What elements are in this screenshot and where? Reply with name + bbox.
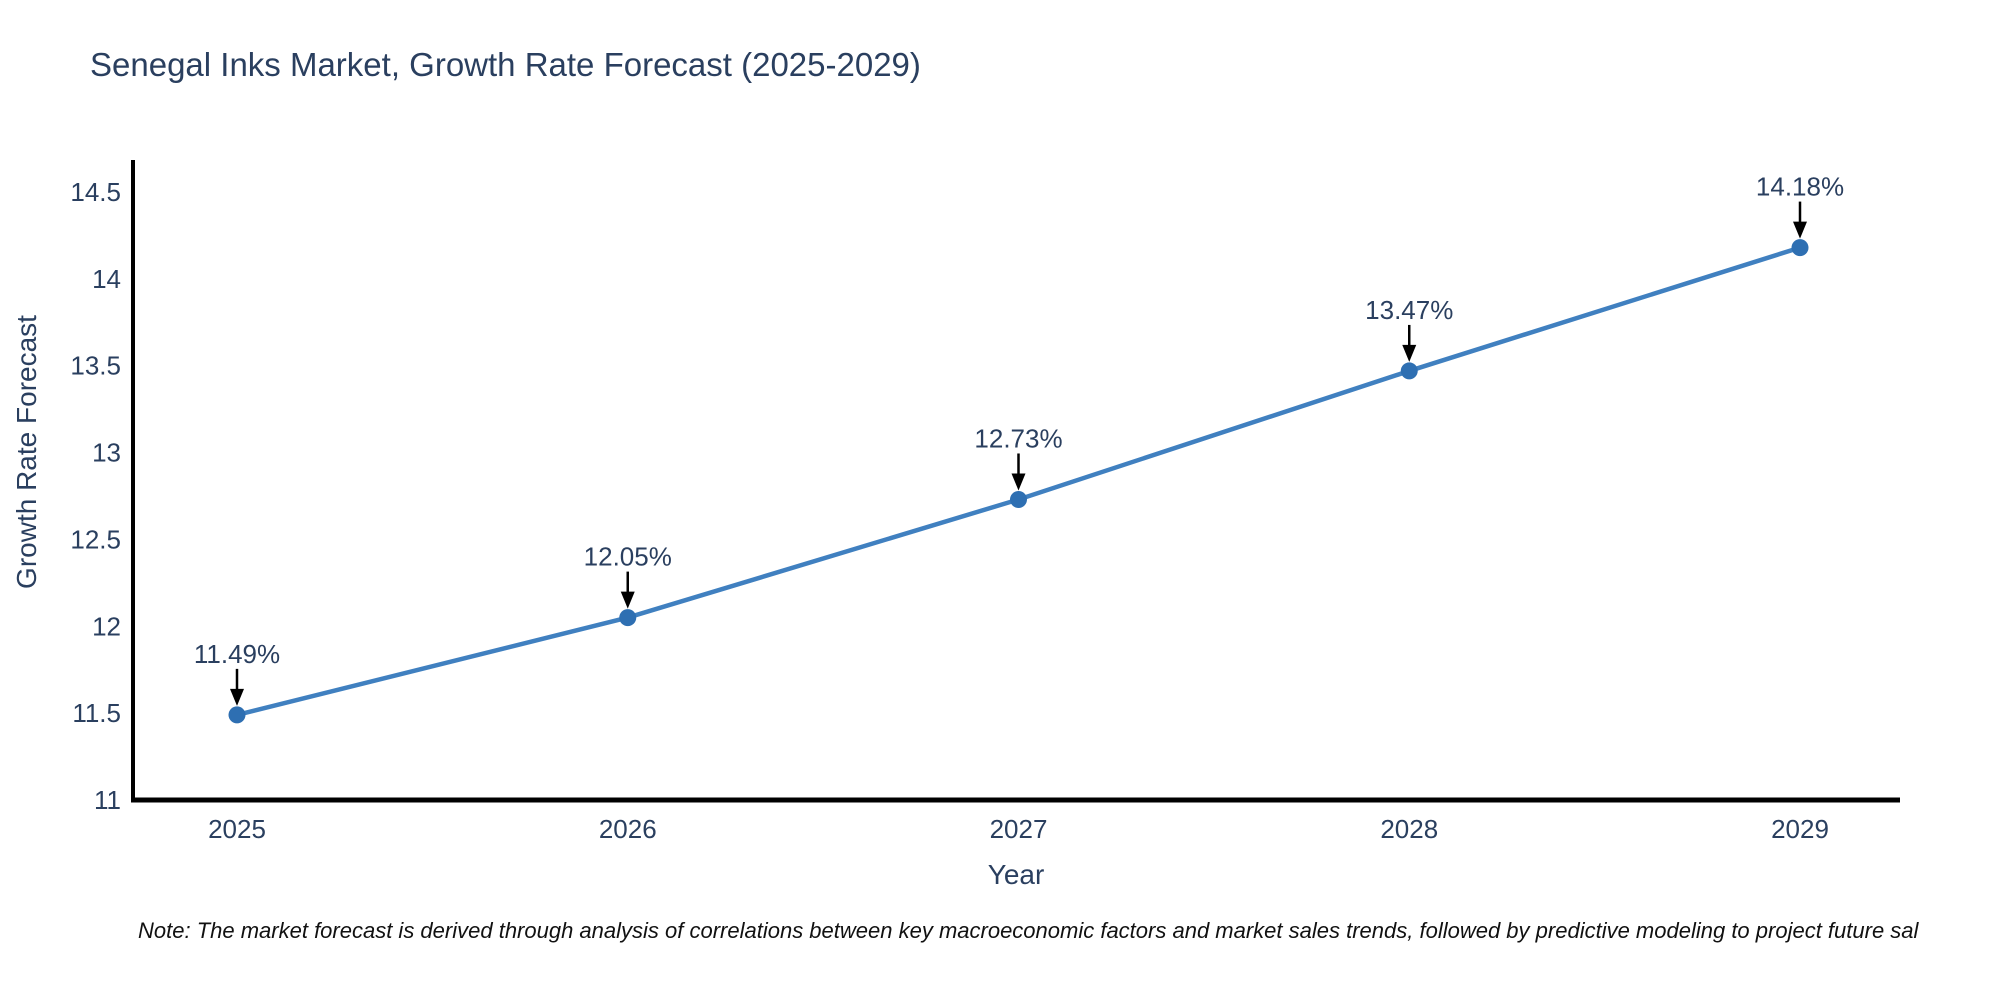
- x-tick-label: 2028: [1380, 814, 1438, 844]
- data-point-2029: [1791, 239, 1809, 257]
- y-tick-label: 11.5: [72, 698, 121, 728]
- y-tick-label: 12.5: [70, 524, 121, 554]
- x-tick-label: 2027: [990, 814, 1048, 844]
- x-tick-label: 2029: [1771, 814, 1829, 844]
- annotation-arrow-head: [1793, 221, 1807, 239]
- annotation-arrow-head: [620, 591, 635, 609]
- annotation-arrow-head: [1011, 473, 1026, 491]
- y-tick-label: 14: [92, 264, 121, 294]
- x-tick-label: 2025: [208, 814, 266, 844]
- y-tick-label: 12: [92, 611, 121, 641]
- y-tick-label: 11: [94, 785, 121, 815]
- y-tick-label: 13: [92, 438, 121, 468]
- x-axis-title: Year: [987, 859, 1045, 890]
- data-point-2025: [228, 706, 246, 724]
- y-tick-label: 13.5: [70, 351, 121, 381]
- footnote: Note: The market forecast is derived thr…: [138, 918, 1919, 943]
- annotation-label: 12.73%: [974, 423, 1062, 453]
- y-tick-label: 14.5: [70, 177, 121, 207]
- annotation-arrow-head: [1402, 344, 1417, 362]
- annotation-label: 14.18%: [1756, 172, 1844, 202]
- annotation-label: 11.49%: [194, 639, 280, 669]
- chart-title: Senegal Inks Market, Growth Rate Forecas…: [90, 46, 921, 83]
- data-point-2028: [1400, 362, 1418, 380]
- x-tick-label: 2026: [599, 814, 657, 844]
- annotation-label: 12.05%: [584, 542, 672, 572]
- annotation-arrow-head: [230, 688, 244, 706]
- annotation-label: 13.47%: [1365, 295, 1453, 325]
- data-point-2027: [1010, 490, 1027, 508]
- data-point-2026: [619, 609, 637, 627]
